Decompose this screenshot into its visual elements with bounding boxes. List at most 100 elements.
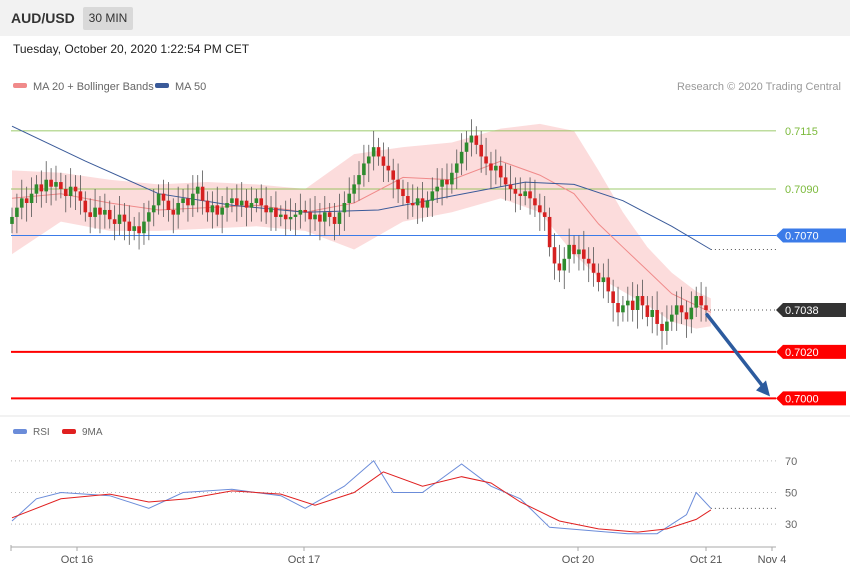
candle-body — [15, 207, 19, 217]
candle-body — [103, 209, 107, 215]
projection-arrow — [705, 312, 770, 397]
candle — [59, 172, 63, 199]
candle — [274, 191, 278, 231]
candle — [127, 205, 132, 245]
candle-body — [322, 212, 327, 222]
candle — [415, 186, 420, 224]
candle — [171, 198, 176, 234]
candle-body — [704, 305, 708, 310]
candle-body — [630, 300, 635, 310]
candle-body — [684, 312, 689, 320]
candle — [366, 144, 371, 183]
candle-body — [450, 172, 454, 185]
candle-body — [200, 186, 205, 201]
candle — [430, 177, 435, 217]
candle-body — [601, 277, 606, 283]
candle — [132, 216, 136, 241]
candle-body — [122, 214, 127, 222]
candle — [39, 170, 44, 208]
candle — [362, 144, 366, 187]
candle — [684, 300, 689, 338]
candle — [83, 191, 88, 222]
candle-body — [59, 182, 63, 190]
candle — [327, 202, 332, 227]
candle — [542, 196, 547, 231]
candle — [347, 177, 352, 217]
candle-body — [469, 135, 474, 143]
candle-body — [401, 189, 405, 197]
candle-body — [259, 198, 264, 206]
candle — [107, 200, 112, 229]
candle — [166, 182, 171, 222]
candle-body — [288, 216, 293, 220]
rsi-ma-line — [11, 471, 712, 533]
candle-body — [112, 219, 117, 224]
x-axis-ticks: Oct 16 Oct 17 Oct 20 Oct 21 Nov 4 — [10, 545, 786, 566]
candle-body — [337, 212, 342, 224]
candle — [435, 168, 439, 203]
candle-body — [645, 305, 650, 317]
candle-body — [88, 212, 92, 217]
x-tick-oct-21: Oct 21 — [690, 554, 722, 566]
candle — [410, 184, 415, 217]
candle — [78, 175, 83, 215]
candle-body — [538, 205, 542, 213]
candle — [577, 235, 581, 271]
candle — [352, 175, 356, 203]
ma50-legend: MA 50 — [175, 81, 206, 93]
candle-body — [279, 214, 283, 217]
candle-body — [151, 205, 156, 213]
chart-header: AUD/USD 30 MIN — [0, 0, 850, 36]
candle — [181, 189, 185, 213]
x-tick-oct-16: Oct 16 — [61, 554, 93, 566]
candle — [137, 212, 141, 250]
candle-body — [430, 191, 435, 201]
timeframe-button[interactable]: 30 MIN — [83, 7, 133, 30]
bollinger-band-area — [12, 123, 711, 329]
candle — [283, 200, 288, 236]
candle — [425, 191, 430, 217]
candle — [660, 312, 664, 350]
candle-body — [293, 214, 298, 217]
candle-body — [274, 207, 278, 217]
ma9-legend: 9MA — [82, 427, 103, 438]
candle-body — [269, 207, 273, 213]
candle-body — [445, 179, 449, 185]
candle-body — [44, 179, 49, 192]
ma9-legend-swatch — [62, 429, 76, 434]
candle-body — [508, 184, 513, 190]
candle-body — [489, 163, 493, 171]
candle — [606, 258, 611, 304]
candle — [665, 305, 669, 345]
candle-body — [635, 296, 640, 310]
candle-body — [142, 221, 146, 234]
candle — [200, 170, 205, 215]
candle-body — [49, 179, 53, 187]
candle-body — [552, 247, 557, 264]
rsi-legend: RSI — [33, 427, 50, 438]
candle — [645, 296, 650, 327]
candle — [694, 286, 699, 317]
candle — [401, 179, 405, 206]
candle — [259, 184, 264, 222]
candle — [371, 130, 376, 171]
candle — [298, 193, 303, 229]
candle-body — [376, 147, 381, 157]
candle-body — [63, 189, 68, 197]
candle — [508, 165, 513, 201]
candle — [215, 186, 220, 227]
candle — [54, 165, 58, 201]
candle — [450, 163, 454, 194]
candle — [547, 207, 552, 257]
candle — [176, 186, 180, 229]
candle — [156, 184, 161, 215]
level-label-0.7090: 0.7090 — [785, 184, 819, 196]
candle — [679, 286, 684, 324]
candle-body — [24, 198, 29, 203]
candle-body — [479, 144, 483, 157]
candle — [142, 202, 146, 245]
candle — [34, 175, 39, 203]
candle-body — [606, 277, 611, 292]
rsi-legend-swatch — [13, 429, 27, 434]
